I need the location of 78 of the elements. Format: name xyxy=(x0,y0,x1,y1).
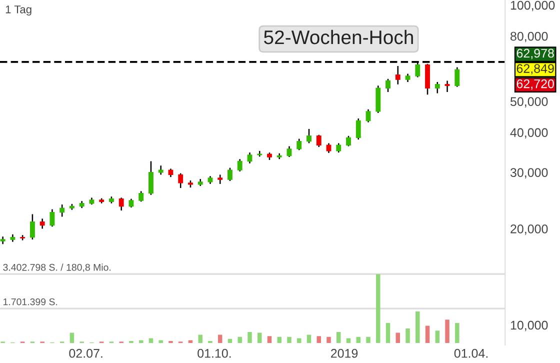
y-tick-label: 100,000 xyxy=(510,0,555,12)
candlestick xyxy=(50,208,55,228)
candlestick xyxy=(138,190,144,202)
y-tick-label: 40,000 xyxy=(510,128,548,138)
bar xyxy=(198,334,202,344)
y-tick-label: 20,000 xyxy=(510,224,548,235)
candlestick xyxy=(40,218,45,230)
bar xyxy=(148,338,154,344)
y-tick-label: 30,000 xyxy=(510,168,548,178)
chart-subtitle: 1 Tag xyxy=(6,6,32,16)
candlestick xyxy=(326,142,332,154)
y-tick-label: 10,000 xyxy=(510,320,548,332)
bar xyxy=(306,334,312,344)
bar xyxy=(258,332,262,344)
candlestick xyxy=(376,84,381,114)
x-tick-label: 02.07. xyxy=(69,348,102,358)
candlestick xyxy=(336,142,342,154)
candlestick xyxy=(316,134,322,148)
bar xyxy=(435,330,440,344)
candlestick xyxy=(356,118,361,140)
bar xyxy=(346,338,351,344)
bar xyxy=(366,336,370,344)
candlestick xyxy=(366,108,371,123)
candlestick xyxy=(434,81,440,94)
candlestick xyxy=(148,160,154,196)
ref-line-label: 1.701.399 S. xyxy=(4,298,58,306)
bar xyxy=(277,336,282,344)
bar xyxy=(406,328,410,344)
bar xyxy=(425,326,430,344)
bar xyxy=(129,340,134,344)
candlestick xyxy=(286,146,292,158)
candlestick xyxy=(386,78,390,93)
y-tick-label: 50,000 xyxy=(510,97,548,108)
candlestick xyxy=(60,204,65,218)
candlestick xyxy=(30,214,35,240)
bar xyxy=(416,311,420,344)
bar xyxy=(326,336,331,344)
bar xyxy=(158,340,163,344)
candlestick xyxy=(228,167,232,182)
bar xyxy=(386,323,390,344)
bar xyxy=(267,336,272,344)
candlestick xyxy=(218,174,223,185)
bar xyxy=(297,338,302,344)
candlestick xyxy=(296,138,302,151)
bar xyxy=(336,332,341,344)
bar xyxy=(238,336,242,344)
x-tick-label: 01.10. xyxy=(198,348,231,358)
bar xyxy=(248,332,252,344)
candlestick xyxy=(395,65,400,86)
bar xyxy=(396,332,400,344)
candlestick xyxy=(118,197,124,212)
candlestick xyxy=(178,172,184,189)
ref-line-label: 52-Wochen-Hoch xyxy=(264,30,413,44)
x-tick-label: 2019 xyxy=(331,348,358,358)
candlestick xyxy=(158,164,164,176)
bar xyxy=(218,334,222,344)
bar xyxy=(208,340,212,344)
candlestick xyxy=(444,80,450,93)
text: 62,720 xyxy=(516,79,554,90)
bar xyxy=(356,336,360,344)
bar xyxy=(445,320,450,344)
text: 62,978 xyxy=(516,48,554,60)
bar xyxy=(455,323,460,344)
x-tick-label: 01.04. xyxy=(454,348,488,358)
text: 62,849 xyxy=(516,64,554,74)
bar xyxy=(70,332,74,344)
bar xyxy=(376,274,380,344)
ref-line-label: 3.402.798 S. / 180,8 Mio. xyxy=(3,264,111,272)
candlestick xyxy=(237,158,242,172)
candlestick xyxy=(346,135,351,147)
bar xyxy=(228,338,232,344)
bar xyxy=(168,340,173,344)
bar xyxy=(287,336,292,344)
bar xyxy=(316,336,321,344)
candlestick xyxy=(247,152,252,164)
candlestick xyxy=(306,128,312,144)
y-tick-label: 80,000 xyxy=(510,32,548,42)
candlestick xyxy=(454,66,460,88)
